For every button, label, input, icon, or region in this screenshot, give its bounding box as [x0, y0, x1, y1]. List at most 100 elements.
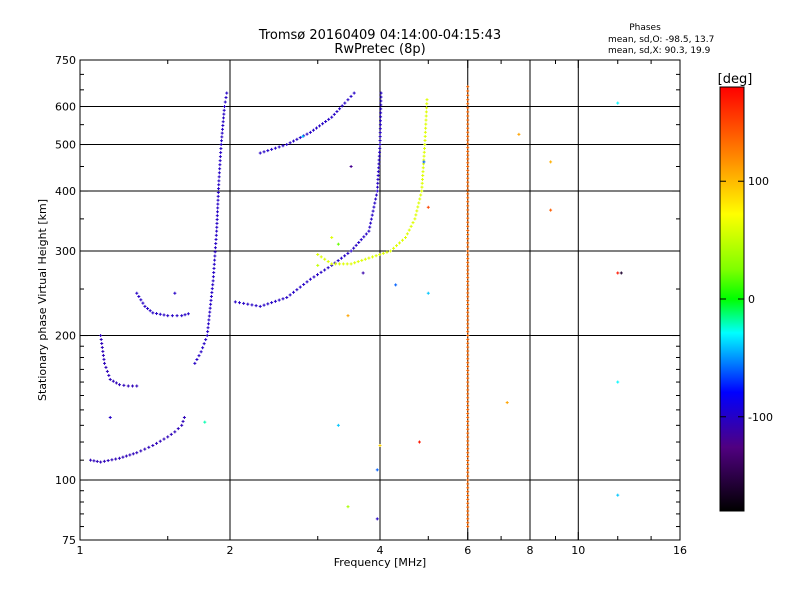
- trace-point: [343, 254, 347, 258]
- trace-point: [222, 108, 226, 112]
- trace-point: [105, 369, 109, 373]
- trace-point: [258, 151, 262, 155]
- trace-point: [216, 198, 220, 202]
- trace-point: [131, 452, 135, 456]
- x-tick-label: 2: [227, 544, 234, 557]
- trace-point: [466, 423, 470, 427]
- trace-point: [424, 118, 428, 122]
- x-tick-label: 4: [377, 544, 384, 557]
- trace-point: [224, 96, 228, 100]
- colorbar-label: [deg]: [718, 72, 753, 87]
- trace-point: [170, 314, 174, 318]
- trace-point: [422, 150, 426, 154]
- trace-point: [424, 126, 428, 130]
- trace-point: [466, 233, 470, 237]
- trace-point: [213, 250, 217, 254]
- trace-point: [295, 288, 299, 292]
- trace-point: [137, 295, 141, 299]
- trace-point: [215, 225, 219, 229]
- trace-point: [266, 149, 270, 153]
- trace-point: [421, 170, 425, 174]
- scatter-point: [375, 468, 379, 472]
- scatter-point: [616, 493, 620, 497]
- x-axis-label: Frequency [MHz]: [334, 556, 426, 569]
- trace-point: [466, 153, 470, 157]
- trace-point: [114, 381, 118, 385]
- trace-point: [162, 437, 166, 441]
- trace-point: [466, 415, 470, 419]
- trace-point: [418, 197, 422, 201]
- trace-point: [126, 384, 130, 388]
- trace-point: [466, 470, 470, 474]
- trace-point: [466, 451, 470, 455]
- trace-point: [214, 237, 218, 241]
- trace-point: [326, 260, 330, 264]
- trace-point: [216, 206, 220, 210]
- trace-point: [319, 270, 323, 274]
- trace-point: [381, 251, 385, 255]
- trace-point: [211, 279, 215, 283]
- trace-point: [215, 218, 219, 222]
- trace-point: [466, 110, 470, 114]
- trace-point: [288, 141, 292, 145]
- axis-ticks: [79, 59, 681, 541]
- trace-point: [334, 262, 338, 266]
- trace-point: [466, 400, 470, 404]
- trace-point: [214, 233, 218, 237]
- trace-point: [424, 114, 428, 118]
- trace-point: [326, 266, 330, 270]
- trace-point: [414, 213, 418, 217]
- trace-point: [466, 345, 470, 349]
- trace-point: [122, 383, 126, 387]
- trace-point: [330, 115, 334, 119]
- trace-point: [466, 89, 470, 93]
- trace-point: [356, 260, 360, 264]
- trace-point: [466, 204, 470, 208]
- trace-point: [415, 209, 419, 213]
- trace-point: [466, 517, 470, 521]
- scatter-point: [316, 263, 320, 267]
- trace-point: [104, 365, 108, 369]
- trace-point: [417, 201, 421, 205]
- trace-point: [425, 102, 429, 106]
- y-tick-label: 75: [62, 534, 76, 547]
- trace-point: [466, 149, 470, 153]
- trace-point: [376, 181, 380, 185]
- trace-point: [213, 258, 217, 262]
- colorbar-tick-label: -100: [748, 411, 773, 424]
- trace-point: [376, 174, 380, 178]
- trace-point: [403, 236, 407, 240]
- trace-point: [182, 415, 186, 419]
- trace-point: [222, 116, 226, 120]
- trace-point: [466, 404, 470, 408]
- trace-point: [213, 254, 217, 258]
- trace-point: [389, 249, 393, 253]
- colorbar: [deg] 100 0 -100: [718, 72, 773, 512]
- trace-point: [135, 451, 139, 455]
- scatter-point: [378, 444, 382, 448]
- trace-point: [103, 361, 107, 365]
- trace-point: [210, 291, 214, 295]
- trace-point: [321, 122, 325, 126]
- y-tick-label: 200: [55, 330, 76, 343]
- trace-point: [466, 291, 470, 295]
- trace-point: [181, 419, 185, 423]
- trace-point: [367, 256, 371, 260]
- trace-point: [318, 124, 322, 128]
- trace-point: [148, 309, 152, 313]
- trace-point: [155, 441, 159, 445]
- y-tick-labels: 75 100 200 300 400 500 600 750: [55, 54, 76, 547]
- trace-point: [409, 224, 413, 228]
- trace-point: [135, 291, 139, 295]
- trace-point: [270, 301, 274, 305]
- trace-point: [466, 443, 470, 447]
- trace-point: [422, 154, 426, 158]
- trace-point: [108, 377, 112, 381]
- trace-point: [218, 159, 222, 163]
- trace-point: [466, 245, 470, 249]
- trace-point: [466, 184, 470, 188]
- trace-point: [466, 93, 470, 97]
- trace-point: [217, 175, 221, 179]
- trace-point: [219, 147, 223, 151]
- trace-point: [411, 221, 415, 225]
